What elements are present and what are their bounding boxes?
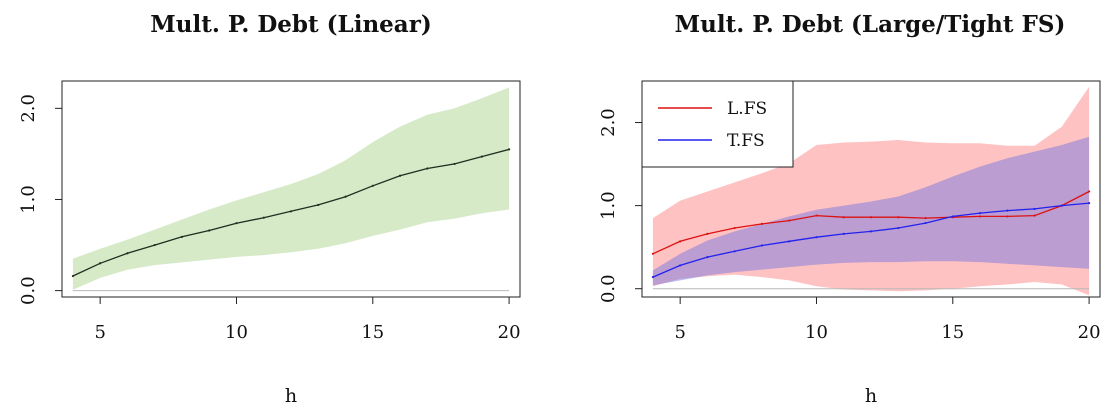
x-axis-label-large-tight-fs: h [865, 385, 877, 407]
data-point-t-fs [1087, 202, 1091, 205]
x-tick-label: 10 [805, 322, 828, 343]
data-point-l-fs [1087, 190, 1091, 193]
data-point-l-fs [733, 226, 736, 230]
data-point-series-0 [99, 262, 102, 265]
data-point-series-0 [208, 229, 211, 232]
data-point-series-0 [426, 167, 429, 170]
data-point-t-fs [869, 230, 873, 233]
data-point-series-0 [153, 243, 156, 247]
data-point-l-fs [651, 252, 655, 255]
data-point-t-fs [842, 232, 845, 235]
legend-label-lfs: L.FS [727, 99, 767, 119]
x-tick-label: 20 [498, 322, 521, 343]
data-point-l-fs [869, 216, 873, 219]
data-point-l-fs [924, 216, 927, 220]
data-point-t-fs [1033, 207, 1036, 211]
plot-area-large-tight-fs: 5 10 15 20 0.0 1.0 2.0 [598, 86, 1101, 343]
data-point-t-fs [897, 226, 900, 230]
panel-large-tight-fs: Mult. P. Debt (Large/Tight FS) 5 10 15 20 0.… [598, 11, 1101, 407]
x-tick-label: 5 [674, 322, 685, 343]
data-point-t-fs [951, 215, 954, 218]
x-tick-label: 20 [1078, 322, 1101, 343]
data-point-series-0 [262, 216, 265, 219]
x-tick-label: 10 [225, 322, 248, 343]
data-point-series-0 [126, 252, 129, 255]
data-point-series-0 [398, 174, 402, 177]
y-tick-label: 1.0 [598, 191, 619, 220]
data-point-series-0 [371, 184, 374, 187]
plot-area-linear: 5 10 15 20 0.0 1.0 2.0 [18, 87, 521, 343]
data-point-l-fs [788, 219, 791, 222]
data-point-t-fs [706, 256, 709, 259]
y-tick-label: 2.0 [18, 94, 39, 123]
data-point-t-fs [1060, 204, 1063, 207]
data-point-series-0 [235, 222, 238, 225]
data-point-series-0 [71, 274, 75, 278]
data-point-series-0 [180, 235, 184, 238]
confidence-band-t-fs [652, 136, 1090, 286]
x-axis-label-linear: h [285, 385, 297, 407]
data-point-t-fs [978, 211, 982, 215]
data-point-series-0 [317, 203, 320, 207]
legend-label-tfs: T.FS [727, 131, 765, 151]
data-point-t-fs [1006, 209, 1009, 212]
data-point-t-fs [679, 264, 682, 267]
data-point-t-fs [760, 244, 764, 247]
y-tick-label: 0.0 [598, 274, 619, 303]
plot-frame-linear [61, 80, 521, 298]
x-tick-label: 15 [361, 322, 384, 343]
confidence-band-series-0 [72, 87, 510, 290]
data-point-t-fs [924, 221, 927, 225]
plot-frame-large-tight-fs [641, 80, 1101, 298]
data-point-l-fs [679, 240, 682, 243]
x-tick-label: 15 [941, 322, 964, 343]
data-point-series-0 [480, 155, 483, 158]
data-point-l-fs [1006, 215, 1009, 218]
data-point-l-fs [842, 216, 845, 219]
data-point-l-fs [706, 232, 709, 235]
x-tick-label: 5 [94, 322, 105, 343]
data-point-t-fs [651, 275, 655, 279]
data-point-l-fs [1033, 214, 1036, 217]
y-tick-label: 2.0 [598, 108, 619, 137]
data-point-series-0 [289, 210, 293, 213]
legend: L.FS T.FS [641, 80, 794, 168]
chart-title-linear: Mult. P. Debt (Linear) [150, 11, 431, 38]
panel-linear: Mult. P. Debt (Linear) 5 10 15 200.01.02.0 … [18, 11, 521, 407]
y-tick-label: 0.0 [18, 276, 39, 305]
data-point-series-0 [453, 162, 456, 166]
data-point-l-fs [978, 215, 982, 218]
data-point-t-fs [788, 240, 791, 243]
data-point-l-fs [760, 222, 764, 225]
data-point-t-fs [815, 236, 818, 239]
data-point-l-fs [815, 214, 818, 217]
data-point-l-fs [897, 216, 900, 219]
chart-title-large-tight-fs: Mult. P. Debt (Large/Tight FS) [675, 11, 1066, 38]
y-tick-label: 1.0 [18, 185, 39, 214]
legend-box [641, 80, 794, 168]
data-point-t-fs [733, 250, 736, 253]
data-point-series-0 [507, 148, 511, 151]
data-point-series-0 [344, 195, 347, 198]
